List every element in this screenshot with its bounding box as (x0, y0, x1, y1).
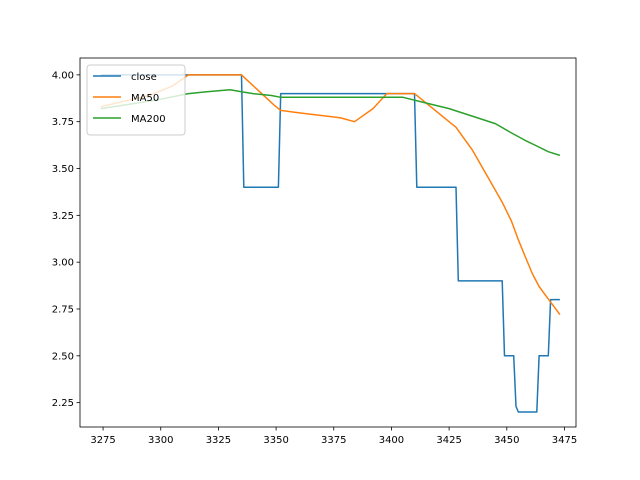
series-line-close (100, 74, 560, 413)
legend-label-ma50: MA50 (131, 93, 159, 104)
x-tick-label: 3325 (206, 435, 231, 446)
x-tick-label: 3400 (379, 435, 404, 446)
y-tick-label: 2.25 (52, 398, 74, 409)
legend-label-ma200: MA200 (131, 114, 166, 125)
y-tick-label: 4.00 (52, 70, 74, 81)
x-tick-label: 3275 (90, 435, 115, 446)
x-tick-label: 3450 (494, 435, 519, 446)
series-layer (100, 74, 561, 413)
legend: close MA50 MA200 (86, 64, 186, 136)
x-tick-label: 3425 (436, 435, 461, 446)
y-axis-ticks: 2.25 2.50 2.75 3.00 3.25 3.50 3.75 4.00 (52, 70, 80, 409)
series-line-ma50 (100, 74, 561, 316)
x-tick-label: 3475 (552, 435, 577, 446)
y-tick-label: 3.75 (52, 117, 74, 128)
x-tick-label: 3350 (263, 435, 288, 446)
y-tick-label: 3.00 (52, 258, 74, 269)
series-line-ma200 (100, 89, 561, 157)
y-tick-label: 3.50 (52, 164, 74, 175)
y-tick-label: 2.50 (52, 351, 74, 362)
x-axis-ticks: 3275 3300 3325 3350 3375 3400 3425 3450 3475 (90, 427, 577, 446)
x-tick-label: 3375 (321, 435, 346, 446)
legend-label-close: close (131, 72, 157, 83)
y-tick-label: 3.25 (52, 211, 74, 222)
y-tick-label: 2.75 (52, 304, 74, 315)
x-tick-label: 3300 (148, 435, 173, 446)
axes-frame (79, 57, 577, 428)
